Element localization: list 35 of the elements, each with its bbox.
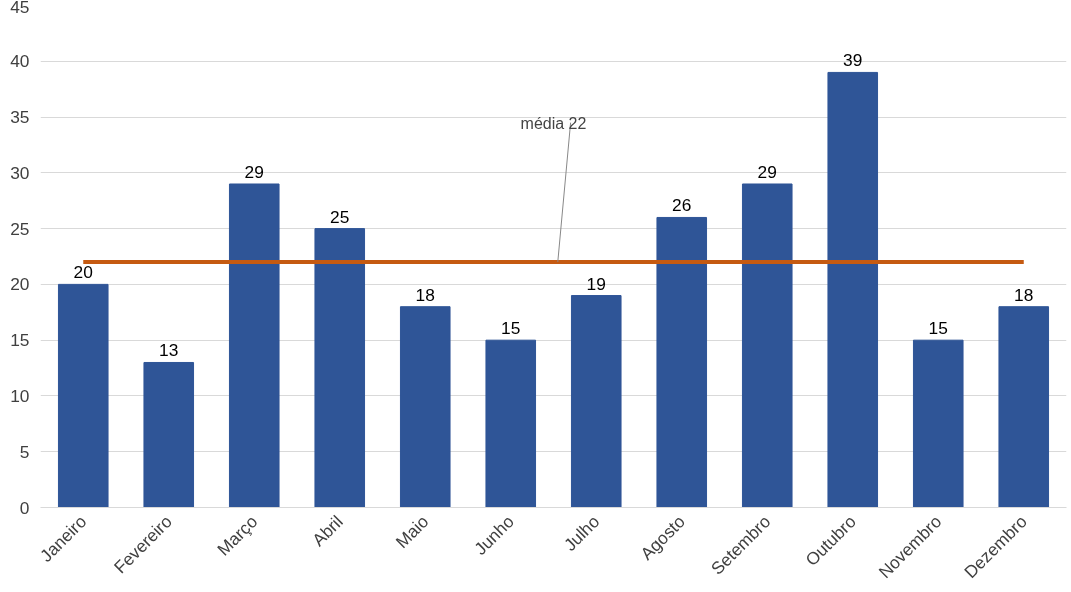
bar bbox=[314, 228, 366, 508]
y-tick-label: 30 bbox=[10, 162, 30, 183]
bar bbox=[228, 183, 280, 508]
y-tick-label: 25 bbox=[10, 218, 30, 239]
data-label: 18 bbox=[415, 284, 435, 305]
y-tick-label: 10 bbox=[10, 385, 30, 406]
data-label: 13 bbox=[159, 340, 179, 361]
bar bbox=[570, 295, 622, 508]
data-label: 29 bbox=[244, 161, 264, 182]
bar bbox=[656, 216, 708, 508]
y-tick-label: 40 bbox=[10, 51, 30, 72]
y-tick-label: 35 bbox=[10, 107, 30, 128]
data-label: 29 bbox=[757, 161, 777, 182]
bar bbox=[57, 283, 109, 508]
y-tick-label: 0 bbox=[19, 497, 30, 518]
data-label: 15 bbox=[928, 318, 948, 339]
y-tick-label: 20 bbox=[10, 274, 30, 295]
y-tick-label: 45 bbox=[10, 0, 30, 17]
bar bbox=[399, 306, 451, 508]
data-label: 26 bbox=[672, 195, 692, 216]
bar bbox=[485, 339, 537, 508]
data-label: 15 bbox=[501, 318, 521, 339]
bar bbox=[143, 361, 195, 508]
y-tick-label: 15 bbox=[10, 330, 30, 351]
data-label: 19 bbox=[586, 273, 606, 294]
data-label: 25 bbox=[330, 206, 350, 227]
data-label: 18 bbox=[1014, 284, 1034, 305]
data-label: 20 bbox=[73, 262, 93, 283]
bar bbox=[912, 339, 964, 508]
ref-line-label: média 22 bbox=[520, 115, 587, 133]
bar bbox=[741, 183, 793, 508]
bar bbox=[827, 71, 879, 508]
y-tick-label: 5 bbox=[19, 441, 30, 462]
data-label: 39 bbox=[843, 50, 863, 71]
bar bbox=[998, 306, 1050, 508]
